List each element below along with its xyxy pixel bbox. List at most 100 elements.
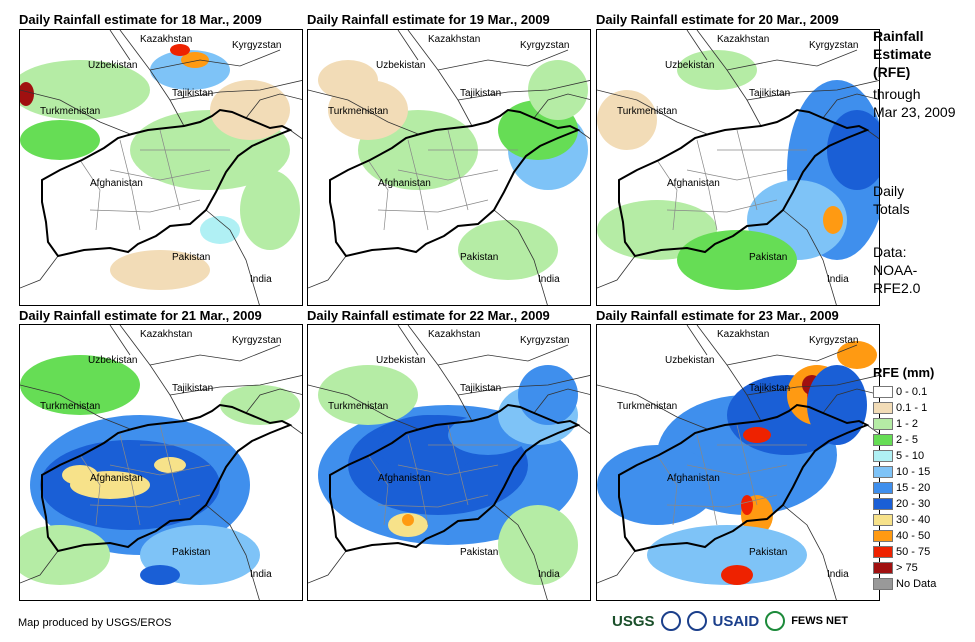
province-boundary <box>656 454 678 526</box>
legend-swatch <box>873 530 893 542</box>
country-boundary <box>205 504 260 600</box>
country-boundary <box>397 30 419 61</box>
panel-title: Daily Rainfall estimate for 19 Mar., 200… <box>307 12 550 27</box>
rainfall-area <box>743 427 771 443</box>
legend-item: 10 - 15 <box>873 465 930 479</box>
country-label-kazakhstan: Kazakhstan <box>428 34 481 45</box>
legend-swatch <box>873 450 893 462</box>
legend-swatch <box>873 498 893 510</box>
rainfall-area <box>721 565 753 585</box>
legend-label: 20 - 30 <box>896 498 931 510</box>
country-label-kyrgyzstan: Kyrgyzstan <box>809 40 859 51</box>
province-boundary <box>736 129 758 211</box>
legend-label: 0.1 - 1 <box>896 402 928 414</box>
panel-title: Daily Rainfall estimate for 21 Mar., 200… <box>19 308 262 323</box>
country-label-india: India <box>538 274 560 285</box>
rainfall-map-2: Kazakhstan Kyrgyzstan Uzbekistan Tajikistan… <box>596 29 880 306</box>
country-boundary <box>726 344 858 366</box>
province-boundary <box>89 199 201 213</box>
afghanistan-border <box>618 403 870 553</box>
rainfall-area <box>741 495 753 515</box>
rainfall-map-3: Kazakhstan Kyrgyzstan Uzbekistan Tajikistan… <box>19 324 303 601</box>
rainfall-map-0: Kazakhstan Kyrgyzstan Uzbekistan Tajikistan… <box>19 29 303 306</box>
country-boundary <box>109 30 131 61</box>
legend-swatch <box>873 482 893 494</box>
afghanistan-border <box>41 108 293 258</box>
country-boundary <box>597 255 636 289</box>
legend-item: 40 - 50 <box>873 529 930 543</box>
country-label-uzbekistan: Uzbekistan <box>665 60 715 71</box>
country-boundary <box>20 255 59 289</box>
legend-swatch <box>873 466 893 478</box>
country-label-turkmenistan: Turkmenistan <box>328 106 389 117</box>
daily-label: Daily <box>873 183 905 199</box>
country-boundary <box>782 209 837 305</box>
country-boundary <box>245 388 302 414</box>
country-label-tajikistan: Tajikistan <box>460 383 502 394</box>
legend-item: 0.1 - 1 <box>873 401 927 415</box>
legend-label: > 75 <box>896 562 918 574</box>
legend-swatch <box>873 386 893 398</box>
country-label-pakistan: Pakistan <box>749 547 788 558</box>
fews-logo: FEWS NET <box>791 615 849 627</box>
country-label-india: India <box>250 274 272 285</box>
legend-title: RFE (mm) <box>873 365 935 380</box>
country-label-kyrgyzstan: Kyrgyzstan <box>520 40 570 51</box>
legend-swatch <box>873 562 893 574</box>
country-label-pakistan: Pakistan <box>460 252 499 263</box>
country-label-uzbekistan: Uzbekistan <box>376 60 426 71</box>
country-label-afghanistan: Afghanistan <box>378 178 431 189</box>
country-label-kazakhstan: Kazakhstan <box>428 329 481 340</box>
panel-title: Daily Rainfall estimate for 20 Mar., 200… <box>596 12 839 27</box>
country-boundary <box>169 80 302 101</box>
country-boundary <box>457 375 590 396</box>
rainfall-area <box>20 120 100 160</box>
country-label-turkmenistan: Turkmenistan <box>40 106 101 117</box>
country-label-kyrgyzstan: Kyrgyzstan <box>520 335 570 346</box>
map-canvas <box>597 325 879 600</box>
data-source-2: RFE2.0 <box>873 280 921 296</box>
province-boundary <box>109 169 211 181</box>
rainfall-area <box>20 82 34 106</box>
country-boundary <box>577 129 590 140</box>
legend-item: 1 - 2 <box>873 417 918 431</box>
country-label-afghanistan: Afghanistan <box>378 473 431 484</box>
rainfall-area <box>240 170 300 250</box>
province-boundary <box>696 139 718 231</box>
map-canvas <box>597 30 879 305</box>
rainfall-area <box>110 250 210 290</box>
legend-item: 50 - 75 <box>873 545 930 559</box>
rainfall-area <box>150 50 230 90</box>
province-boundary <box>666 494 778 508</box>
country-boundary <box>308 550 347 584</box>
country-boundary <box>20 89 131 135</box>
country-boundary <box>597 550 636 584</box>
legend-label: No Data <box>896 578 937 590</box>
legend-label: 2 - 5 <box>896 434 919 446</box>
rainfall-area <box>140 565 180 585</box>
country-label-india: India <box>250 569 272 580</box>
country-boundary <box>597 384 708 430</box>
rainfall-area <box>528 60 588 120</box>
rainfall-area <box>597 90 657 150</box>
legend-label: 50 - 75 <box>896 546 931 558</box>
country-boundary <box>686 30 708 61</box>
country-boundary <box>289 129 302 140</box>
country-label-tajikistan: Tajikistan <box>172 88 214 99</box>
title-line: Rainfall <box>873 28 924 44</box>
map-canvas <box>20 30 302 305</box>
country-boundary <box>493 209 548 305</box>
province-boundary <box>407 139 429 231</box>
country-label-india: India <box>538 569 560 580</box>
country-boundary <box>20 384 131 430</box>
country-label-kyrgyzstan: Kyrgyzstan <box>232 40 282 51</box>
usgs-logo: USGS <box>612 612 655 630</box>
country-boundary <box>533 388 590 414</box>
afghanistan-border <box>618 108 870 258</box>
country-boundary <box>782 504 837 600</box>
province-boundary <box>109 464 211 476</box>
province-boundary <box>686 169 788 181</box>
country-boundary <box>696 325 762 422</box>
legend-item: 0 - 0.1 <box>873 385 927 399</box>
afghanistan-border <box>41 403 293 553</box>
